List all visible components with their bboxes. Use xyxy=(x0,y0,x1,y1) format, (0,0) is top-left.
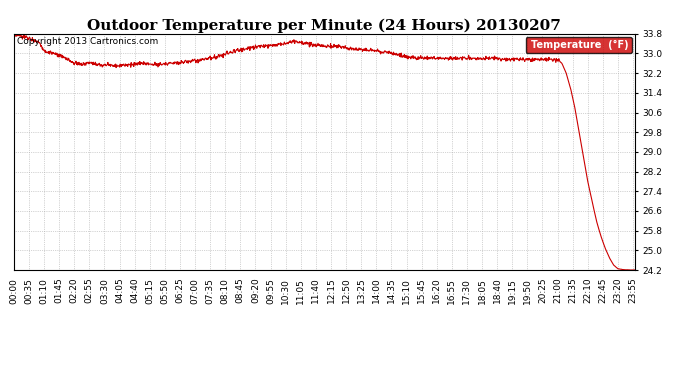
Text: Copyright 2013 Cartronics.com: Copyright 2013 Cartronics.com xyxy=(17,37,158,46)
Title: Outdoor Temperature per Minute (24 Hours) 20130207: Outdoor Temperature per Minute (24 Hours… xyxy=(88,18,561,33)
Legend: Temperature  (°F): Temperature (°F) xyxy=(526,37,632,52)
